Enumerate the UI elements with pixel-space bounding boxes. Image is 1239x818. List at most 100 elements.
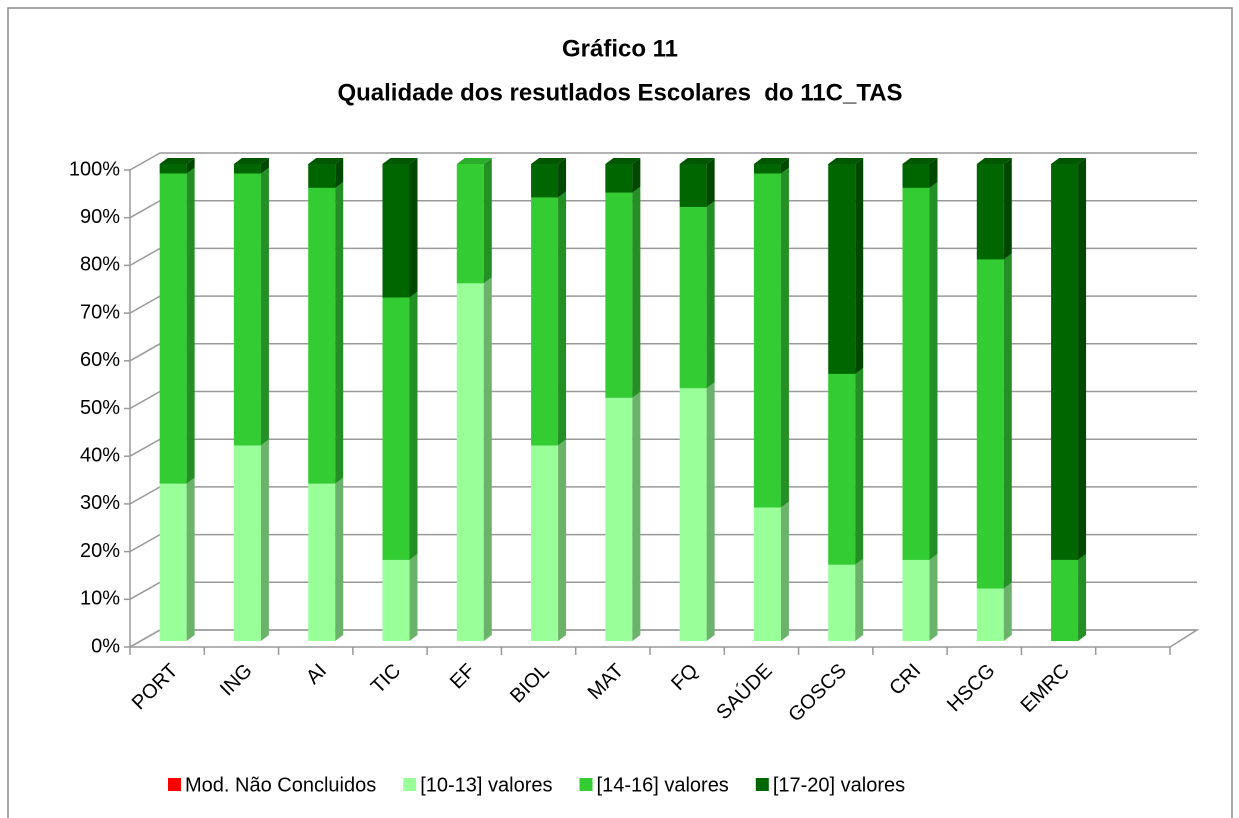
bar-segment <box>753 158 789 174</box>
bar-front <box>159 173 187 484</box>
bar-side <box>855 558 864 641</box>
bar-segment <box>902 553 938 641</box>
bar-front <box>753 173 781 508</box>
bar-side <box>409 553 418 641</box>
bar-side <box>632 186 641 398</box>
y-tick-label: 50% <box>80 397 120 419</box>
bar-side <box>632 158 641 193</box>
bar-segment <box>308 158 344 188</box>
bar-side <box>855 367 864 565</box>
bar-front <box>308 164 336 188</box>
bar-top <box>679 158 715 164</box>
bar-side <box>1003 158 1012 260</box>
bar-front <box>679 388 707 641</box>
bar-segment <box>531 191 567 446</box>
bar-side <box>335 158 344 188</box>
bar-segment <box>753 167 789 508</box>
bar-segment <box>902 181 938 560</box>
bar-side <box>780 158 789 174</box>
bar-side <box>706 382 715 641</box>
bar-front <box>902 187 930 560</box>
bar-front <box>902 164 930 188</box>
bar-segment <box>679 200 715 389</box>
bar-segment <box>159 158 195 174</box>
legend-swatch <box>755 778 769 791</box>
y-tick-label: 70% <box>80 301 120 323</box>
bar-front <box>902 559 930 641</box>
legend-label: [14-16] valores <box>597 774 729 796</box>
bar-front <box>679 164 707 207</box>
bar-segment <box>828 558 864 641</box>
bar-front <box>976 259 1004 589</box>
bar-front <box>233 164 261 174</box>
bar-front <box>1051 164 1079 560</box>
bar-front <box>605 397 633 641</box>
bar-side <box>929 181 938 560</box>
bar-front <box>456 283 484 641</box>
bar-front <box>531 445 559 641</box>
bar-side <box>706 158 715 207</box>
bar-front <box>382 559 410 641</box>
legend-label: [10-13] valores <box>420 774 552 796</box>
bar-side <box>558 439 567 641</box>
bar-side <box>186 477 195 641</box>
bar-side <box>186 158 195 174</box>
legend-label: [17-20] valores <box>773 774 905 796</box>
bar-segment <box>753 501 789 641</box>
bar-front <box>531 164 559 198</box>
bar-side <box>409 291 418 560</box>
y-tick-label: 80% <box>80 254 120 276</box>
bar-segment <box>233 158 269 174</box>
bar-front <box>531 197 559 446</box>
bar-side <box>929 158 938 188</box>
bar-segment <box>976 253 1012 589</box>
chart-subtitle: Qualidade dos resutlados Escolares do 11… <box>337 79 902 106</box>
bar-front <box>679 206 707 389</box>
bar-side <box>335 477 344 641</box>
bar-front <box>828 564 856 641</box>
bar-front <box>159 164 187 174</box>
bar-top <box>531 158 567 164</box>
legend-swatch <box>168 778 181 791</box>
bar-side <box>780 167 789 508</box>
bar-front <box>1051 559 1079 641</box>
bar-segment <box>159 477 195 641</box>
bar-segment <box>605 158 641 193</box>
bar-top <box>382 158 418 164</box>
bar-front <box>605 192 633 398</box>
bar-side <box>632 391 641 641</box>
grid-line <box>129 152 1197 171</box>
bar-side <box>483 277 492 641</box>
bar-side <box>706 200 715 389</box>
bar-top <box>308 158 344 164</box>
bar-side <box>1003 582 1012 641</box>
bar-front <box>308 483 336 641</box>
bar-front <box>308 187 336 484</box>
bar-front <box>828 373 856 565</box>
bar-side <box>558 191 567 446</box>
bar-side <box>483 158 492 284</box>
bar-side <box>1003 253 1012 589</box>
bar-front <box>753 507 781 641</box>
bar-segment <box>382 553 418 641</box>
y-tick-label: 30% <box>80 492 120 514</box>
bar-front <box>456 164 484 284</box>
bar-segment <box>382 291 418 560</box>
legend-swatch <box>579 778 593 791</box>
bar-front <box>976 588 1004 641</box>
bar-side <box>260 439 269 641</box>
bar-segment <box>679 382 715 641</box>
y-tick-label: 100% <box>69 158 120 180</box>
bar-front <box>382 164 410 298</box>
bar-front <box>976 164 1004 260</box>
bar-segment <box>1051 553 1087 641</box>
bar-top <box>159 158 195 164</box>
bar-segment <box>679 158 715 207</box>
y-tick-label: 20% <box>80 540 120 562</box>
bar-segment <box>976 158 1012 260</box>
bar-segment <box>531 439 567 641</box>
bar-segment <box>902 158 938 188</box>
bar-segment <box>531 158 567 198</box>
bar-segment <box>233 167 269 446</box>
